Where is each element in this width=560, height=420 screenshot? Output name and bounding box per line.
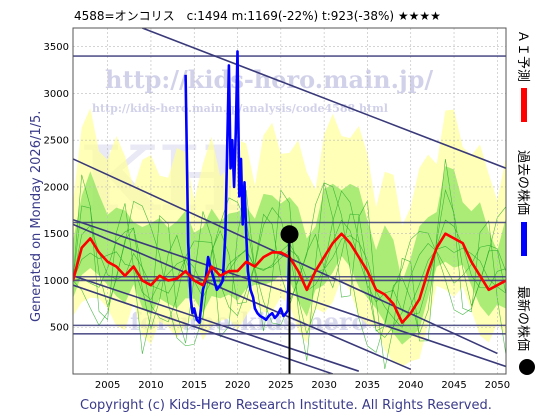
x-tick-label: 2035 bbox=[355, 380, 380, 391]
generated-date-label: Generated on Monday 2026/1/5. bbox=[29, 111, 44, 322]
y-tick-label: 3000 bbox=[44, 89, 69, 100]
x-tick-label: 2010 bbox=[138, 380, 163, 391]
y-tick-label: 500 bbox=[50, 323, 69, 334]
y-tick-label: 2000 bbox=[44, 182, 69, 193]
trend-line bbox=[73, 223, 412, 371]
watermark-url: http://kids-hero.main.jp/ bbox=[105, 65, 433, 94]
legend-marker-black bbox=[519, 359, 535, 375]
legend-label-ai: ＡＩ予測 bbox=[515, 30, 530, 82]
legend-label-history: 過去の株価 bbox=[515, 150, 530, 215]
history-series-line bbox=[184, 50, 291, 324]
x-tick-label: 2020 bbox=[225, 380, 250, 391]
x-tick-label: 2030 bbox=[311, 380, 336, 391]
x-axis: 2005 2010 2015 2020 2025 2030 2035 2040 2045 2050 bbox=[95, 380, 510, 391]
x-tick-label: 2040 bbox=[398, 380, 423, 391]
legend-label-latest: 最新の株価 bbox=[515, 286, 531, 351]
y-tick-label: 1000 bbox=[44, 276, 69, 287]
legend-item-ai-prediction: ＡＩ予測 bbox=[515, 30, 530, 122]
y-tick-label: 1500 bbox=[44, 229, 69, 240]
y-tick-label: 2500 bbox=[44, 136, 69, 147]
legend-swatch-blue bbox=[521, 222, 527, 256]
series-layer bbox=[73, 50, 506, 374]
y-tick-label: 3500 bbox=[44, 42, 69, 53]
trend-line bbox=[73, 275, 360, 372]
x-tick-label: 2015 bbox=[182, 380, 207, 391]
band-line bbox=[73, 159, 506, 370]
legend-item-history: 過去の株価 bbox=[515, 150, 530, 256]
x-tick-label: 2005 bbox=[95, 380, 120, 391]
y-axis: 500 1000 1500 2000 2500 3000 3500 bbox=[44, 42, 69, 334]
legend-item-latest: 最新の株価 bbox=[515, 286, 535, 375]
x-tick-label: 2045 bbox=[441, 380, 466, 391]
chart-title: 4588=オンコリス c:1494 m:1169(-22%) t:923(-38… bbox=[74, 9, 441, 23]
legend-swatch-red bbox=[521, 88, 527, 122]
trend-line bbox=[141, 28, 506, 170]
x-tick-label: 2025 bbox=[268, 380, 293, 391]
x-tick-label: 2050 bbox=[485, 380, 510, 391]
legend: ＡＩ予測 過去の株価 最新の株価 bbox=[515, 30, 535, 375]
copyright: Copyright (c) Kids-Hero Research Institu… bbox=[80, 398, 492, 413]
plot-frame bbox=[72, 27, 507, 375]
latest-price-marker bbox=[280, 225, 299, 244]
watermark-url-analysis: http://kids-hero.main.jp/analysis/code45… bbox=[92, 102, 388, 115]
